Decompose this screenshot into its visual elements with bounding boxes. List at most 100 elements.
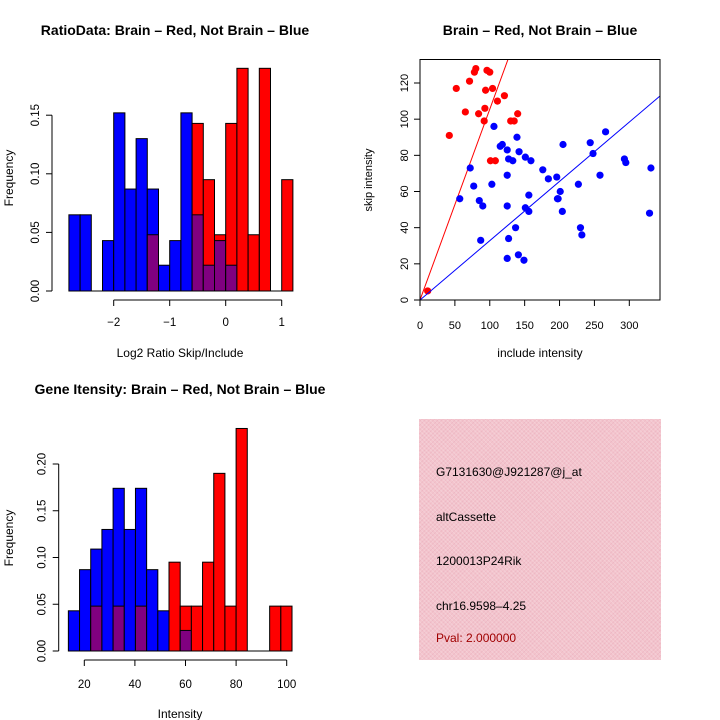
- red-point: [461, 108, 469, 116]
- plot-frame: [419, 59, 661, 301]
- blue-point: [589, 149, 597, 158]
- x-tick-label: 60: [179, 679, 192, 691]
- blue-point: [553, 173, 561, 181]
- scatter-xlabel: include intensity: [497, 346, 582, 360]
- x-tick-label: 80: [230, 679, 243, 691]
- y-tick-label: 0.00: [37, 640, 49, 662]
- blue-bar: [157, 610, 170, 652]
- scatter-ylabel: skip intensity: [363, 148, 375, 211]
- intensity-ylabel: Frequency: [2, 510, 16, 567]
- intensity-xlabel: Intensity: [158, 707, 203, 720]
- blue-point: [601, 128, 610, 136]
- blue-point: [488, 180, 496, 188]
- red-point: [488, 84, 497, 93]
- blue-bar: [68, 214, 81, 292]
- red-point: [424, 287, 432, 295]
- blue-bar: [67, 610, 81, 652]
- blue-bar: [101, 528, 114, 652]
- red-point: [445, 131, 453, 140]
- blue-point: [525, 207, 533, 215]
- genomic-location: chr16.9598–4.25: [436, 599, 527, 613]
- x-tick-label: 100: [481, 320, 499, 332]
- x-tick-label: 250: [585, 320, 603, 332]
- blue-point: [544, 175, 552, 183]
- red-point: [510, 117, 518, 125]
- ratio-ylabel: Frequency: [2, 150, 16, 207]
- x-tick-label: 0: [417, 320, 423, 332]
- overlap-bar: [191, 214, 204, 292]
- red-bar: [235, 427, 248, 652]
- blue-point: [477, 236, 485, 244]
- blue-point: [525, 191, 533, 199]
- blue-point: [503, 146, 511, 154]
- blue-point: [647, 164, 655, 172]
- y-tick-label: 120: [399, 74, 411, 92]
- scatter-plot: 0 50 100 150 200 250 300 0 20 40 60 80 100 120: [399, 59, 661, 332]
- y-tick-label: 0.10: [30, 163, 42, 185]
- blue-point: [554, 195, 562, 203]
- x-tick-label: 1: [278, 317, 284, 329]
- red-point: [481, 104, 489, 112]
- y-tick-label: 0.15: [37, 500, 49, 522]
- y-tick-label: 0.20: [37, 453, 49, 475]
- overlap-bar: [179, 629, 192, 652]
- red-fit-line: [420, 59, 509, 300]
- info-panel: G7131630@J921287@j_at altCassette 120001…: [419, 419, 661, 660]
- blue-point: [645, 209, 654, 217]
- x-tick-label: 100: [277, 679, 296, 691]
- blue-point: [490, 122, 498, 131]
- blue-point: [520, 256, 528, 264]
- blue-point: [515, 148, 523, 156]
- blue-point: [505, 234, 513, 243]
- x-tick-label: 40: [129, 679, 142, 691]
- blue-point: [514, 251, 522, 259]
- red-point: [486, 68, 494, 76]
- blue-point: [556, 187, 564, 196]
- y-tick-label: 40: [399, 222, 411, 234]
- red-bar: [213, 472, 226, 652]
- blue-point: [539, 166, 547, 174]
- blue-point: [470, 182, 478, 190]
- blue-point: [527, 157, 535, 165]
- overlap-bar: [134, 605, 148, 652]
- y-tick-label: 0: [399, 297, 411, 303]
- scatter-title: Brain – Red, Not Brain – Blue: [443, 22, 638, 38]
- blue-point: [576, 224, 585, 232]
- y-tick-label: 0.05: [30, 221, 42, 243]
- overlap-bar: [146, 234, 160, 292]
- red-point: [514, 110, 522, 118]
- overlap-bar: [225, 264, 238, 292]
- blue-point: [456, 195, 464, 203]
- y-tick-label: 0.15: [30, 104, 42, 126]
- blue-bar: [180, 112, 193, 292]
- blue-bar: [102, 240, 115, 292]
- blue-bar: [79, 569, 92, 652]
- red-bar: [258, 67, 271, 292]
- blue-bar: [135, 138, 148, 292]
- x-tick-label: −1: [163, 317, 176, 329]
- y-tick-label: 80: [399, 149, 411, 161]
- blue-point: [558, 207, 566, 215]
- event-type: altCassette: [436, 510, 497, 524]
- red-point: [465, 77, 474, 85]
- red-bar: [281, 179, 294, 292]
- red-point: [493, 97, 502, 105]
- blue-point: [479, 202, 487, 210]
- red-bar: [202, 561, 215, 652]
- intensity-histogram: 0.00 0.05 0.10 0.15 0.20 20 40 60 80 100: [37, 427, 296, 691]
- ratio-xlabel: Log2 Ratio Skip/Include: [117, 346, 244, 360]
- x-tick-label: 200: [550, 320, 568, 332]
- x-tick-label: 50: [449, 320, 461, 332]
- red-point: [452, 84, 460, 93]
- pval: Pval: 2.000000: [436, 631, 517, 645]
- overlap-bar: [202, 264, 216, 292]
- y-tick-label: 20: [399, 258, 411, 270]
- blue-point: [574, 180, 582, 188]
- red-point: [500, 92, 509, 100]
- y-tick-label: 0.05: [37, 593, 49, 615]
- ratio-title: RatioData: Brain – Red, Not Brain – Blue: [41, 22, 310, 38]
- red-point: [475, 110, 483, 118]
- blue-point: [503, 202, 511, 210]
- gene-name: 1200013P24Rik: [436, 554, 522, 568]
- y-tick-label: 100: [399, 110, 411, 128]
